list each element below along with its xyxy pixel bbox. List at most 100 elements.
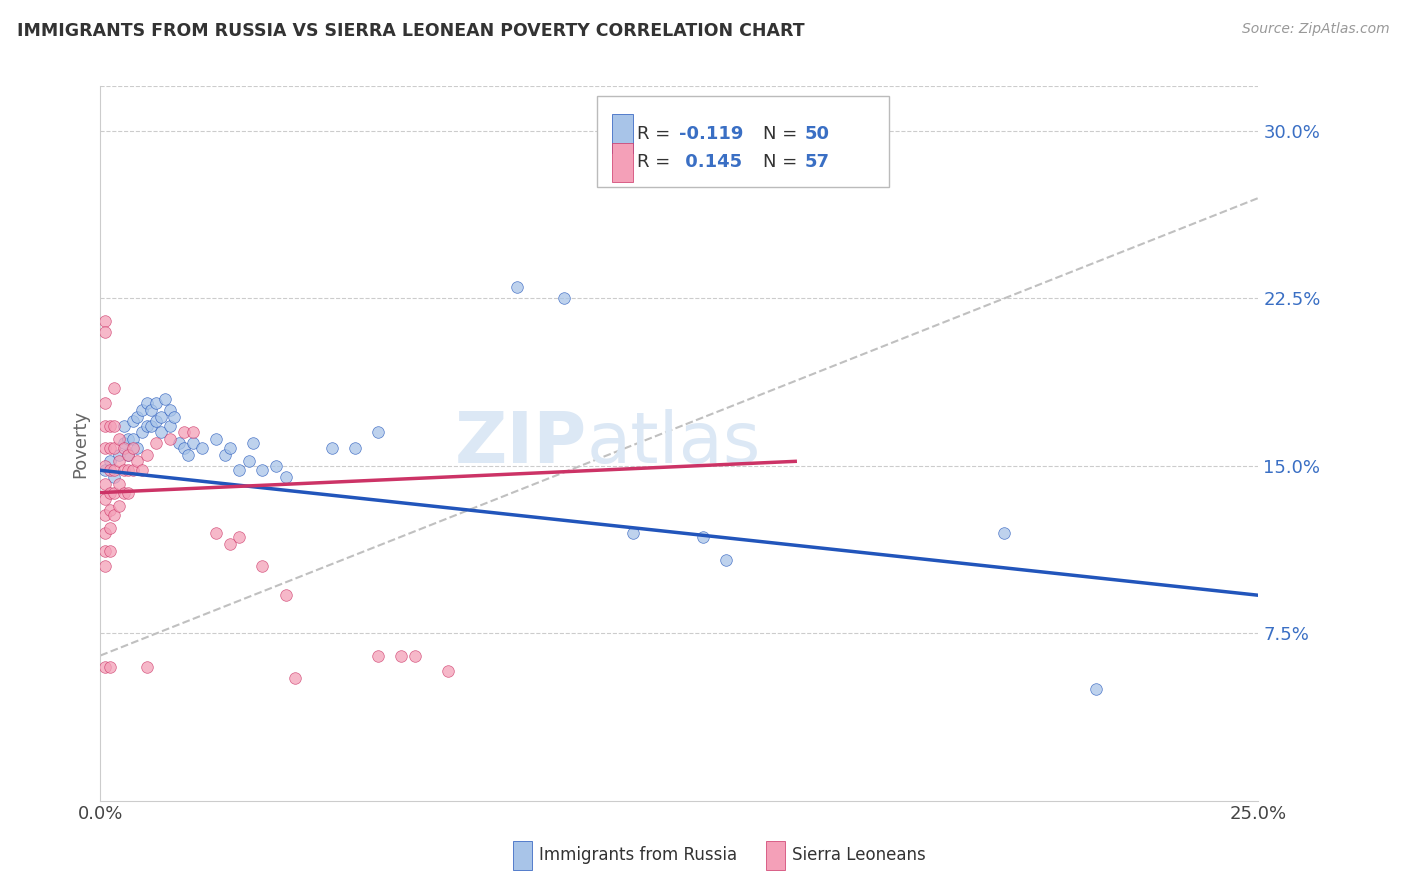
Point [94, 396, 117, 410]
Point [112, 441, 135, 455]
Text: 0.145: 0.145 [679, 153, 742, 171]
Text: Source: ZipAtlas.com: Source: ZipAtlas.com [1241, 22, 1389, 37]
Point [94, 441, 117, 455]
Point [181, 436, 204, 450]
Point [94, 314, 117, 328]
Text: Immigrants from Russia: Immigrants from Russia [538, 847, 737, 864]
Point [108, 432, 131, 446]
Point [149, 409, 172, 424]
Text: N =: N = [762, 153, 803, 171]
Point [94, 559, 117, 574]
Point [94, 463, 117, 477]
Text: atlas: atlas [586, 409, 761, 478]
Point [117, 432, 139, 446]
Point [98, 454, 121, 468]
Point [108, 499, 131, 513]
Point [98, 503, 121, 517]
Text: R =: R = [637, 153, 676, 171]
Point [344, 441, 367, 455]
Point [274, 470, 297, 484]
Point [103, 485, 125, 500]
Point [228, 530, 250, 544]
Point [98, 463, 121, 477]
Point [149, 425, 172, 440]
Point [367, 648, 389, 663]
Point [112, 463, 135, 477]
Point [284, 671, 307, 685]
Point [252, 559, 274, 574]
Text: N =: N = [762, 125, 803, 143]
Point [94, 543, 117, 558]
Point [108, 476, 131, 491]
Point [94, 325, 117, 339]
Point [205, 525, 228, 540]
Point [98, 485, 121, 500]
Point [103, 441, 125, 455]
Point [177, 448, 200, 462]
Point [98, 521, 121, 535]
Point [121, 432, 143, 446]
Point [242, 436, 264, 450]
Point [117, 448, 139, 462]
Point [145, 436, 167, 450]
Point [159, 432, 181, 446]
Point [191, 441, 214, 455]
Text: -0.119: -0.119 [679, 125, 744, 143]
Point [94, 418, 117, 433]
Point [94, 492, 117, 507]
Point [94, 476, 117, 491]
Point [103, 470, 125, 484]
Point [135, 659, 157, 673]
Point [141, 418, 163, 433]
Text: Sierra Leoneans: Sierra Leoneans [792, 847, 925, 864]
Text: IMMIGRANTS FROM RUSSIA VS SIERRA LEONEAN POVERTY CORRELATION CHART: IMMIGRANTS FROM RUSSIA VS SIERRA LEONEAN… [17, 22, 804, 40]
Point [94, 525, 117, 540]
Point [131, 403, 153, 417]
Point [98, 441, 121, 455]
Text: R =: R = [637, 125, 676, 143]
Point [121, 441, 143, 455]
Point [252, 463, 274, 477]
Point [94, 458, 117, 473]
Point [159, 403, 181, 417]
Point [141, 403, 163, 417]
Point [163, 409, 186, 424]
Point [238, 454, 260, 468]
Point [117, 448, 139, 462]
Point [219, 537, 242, 551]
Point [135, 448, 157, 462]
Point [103, 463, 125, 477]
Point [103, 418, 125, 433]
Point [692, 530, 714, 544]
Point [621, 525, 644, 540]
Point [321, 441, 343, 455]
Point [274, 588, 297, 602]
Point [145, 414, 167, 428]
Point [214, 448, 236, 462]
Point [98, 543, 121, 558]
Point [553, 292, 575, 306]
Point [98, 418, 121, 433]
Point [127, 454, 149, 468]
Point [127, 441, 149, 455]
Point [112, 485, 135, 500]
Point [155, 392, 177, 406]
Text: ZIP: ZIP [454, 409, 586, 478]
Point [112, 418, 135, 433]
Text: 50: 50 [804, 125, 830, 143]
Point [266, 458, 288, 473]
Point [228, 463, 250, 477]
Point [159, 418, 181, 433]
Point [121, 463, 143, 477]
Point [108, 448, 131, 462]
Point [117, 463, 139, 477]
Point [167, 436, 190, 450]
Point [135, 396, 157, 410]
Point [173, 425, 195, 440]
Point [103, 381, 125, 395]
Point [367, 425, 389, 440]
Point [94, 659, 117, 673]
Point [181, 425, 204, 440]
Point [131, 463, 153, 477]
Point [391, 648, 413, 663]
